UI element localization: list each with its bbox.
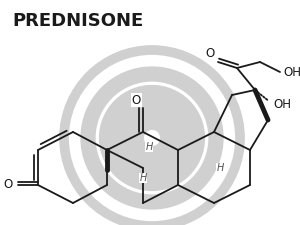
Text: H: H xyxy=(139,173,147,183)
Text: H: H xyxy=(145,142,153,152)
Text: OH: OH xyxy=(273,97,291,110)
Text: H: H xyxy=(216,163,224,173)
Text: O: O xyxy=(132,94,141,106)
Text: O: O xyxy=(206,47,215,60)
Text: OH: OH xyxy=(283,65,300,79)
Text: O: O xyxy=(4,178,13,191)
Text: PREDNISONE: PREDNISONE xyxy=(12,12,143,30)
